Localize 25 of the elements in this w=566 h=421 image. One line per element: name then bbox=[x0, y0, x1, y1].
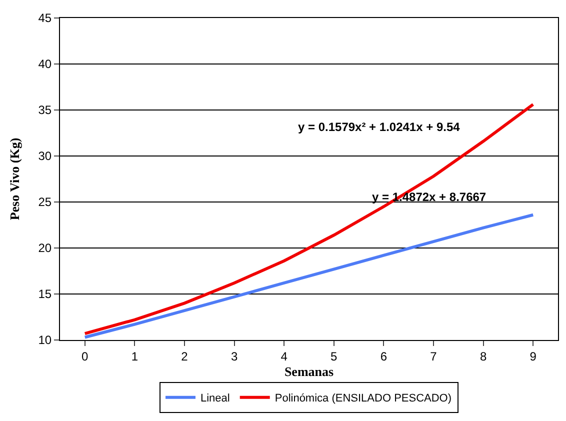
x-axis-title: Semanas bbox=[284, 364, 334, 379]
y-tick-label: 45 bbox=[38, 11, 52, 26]
y-tick-label: 30 bbox=[38, 149, 52, 164]
line-series bbox=[83, 213, 535, 339]
x-tick-label: 5 bbox=[330, 349, 338, 364]
x-tick-label: 8 bbox=[480, 349, 487, 364]
x-tick-label: 9 bbox=[530, 349, 537, 364]
x-tick-label: 6 bbox=[380, 349, 388, 364]
legend-label: Polinómica (ENSILADO PESCADO) bbox=[274, 392, 452, 405]
x-tick-label: 0 bbox=[82, 349, 89, 364]
y-tick-label: 20 bbox=[38, 241, 52, 256]
x-tick-label: 4 bbox=[280, 349, 288, 364]
annotation: y = 0.1579x² + 1.0241x + 9.54 bbox=[298, 120, 460, 134]
y-tick-label: 15 bbox=[38, 287, 52, 302]
y-tick-label: 10 bbox=[38, 333, 52, 348]
y-tick-label: 40 bbox=[38, 57, 52, 72]
x-tick-label: 7 bbox=[430, 349, 438, 364]
y-tick-label: 35 bbox=[38, 103, 52, 118]
x-tick-label: 3 bbox=[230, 349, 238, 364]
legend-label: Lineal bbox=[200, 392, 230, 405]
y-tick-label: 25 bbox=[38, 195, 52, 210]
line-series bbox=[83, 102, 535, 336]
x-tick-label: 2 bbox=[181, 349, 188, 364]
x-tick-label: 1 bbox=[131, 349, 138, 364]
y-axis-title: Peso Vivo (Kg) bbox=[7, 138, 22, 220]
